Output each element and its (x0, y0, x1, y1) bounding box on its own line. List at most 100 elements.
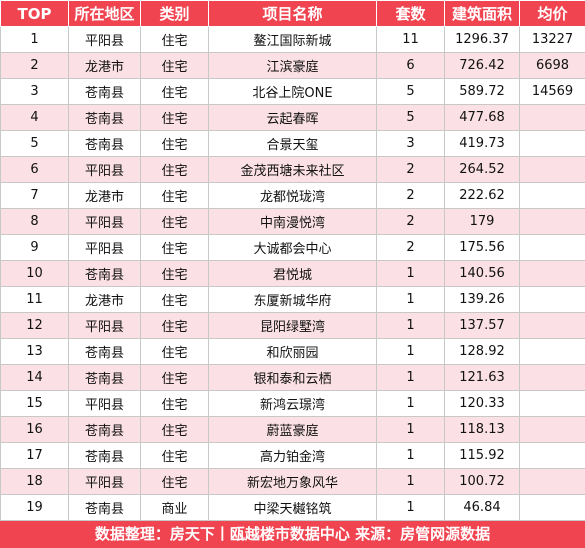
cell-average-price (519, 338, 585, 365)
table-row: 9 平阳县 住宅 大诚都会中心 2 175.56 (0, 234, 585, 261)
header-project: 项目名称 (208, 0, 377, 27)
table-row: 12 平阳县 住宅 昆阳绿墅湾 1 137.57 (0, 312, 585, 339)
header-top: TOP (0, 0, 69, 27)
cell-average-price (519, 390, 585, 417)
cell-region: 平阳县 (68, 390, 141, 417)
cell-project-name: 蔚蓝豪庭 (208, 416, 377, 443)
cell-type: 住宅 (140, 130, 209, 157)
cell-units: 1 (376, 442, 445, 469)
cell-rank: 11 (0, 286, 69, 313)
table-row: 3 苍南县 住宅 北谷上院ONE 5 589.72 14569 (0, 78, 585, 105)
cell-type: 住宅 (140, 442, 209, 469)
cell-floor-area: 477.68 (444, 104, 520, 131)
cell-units: 1 (376, 416, 445, 443)
cell-floor-area: 115.92 (444, 442, 520, 469)
cell-region: 苍南县 (68, 260, 141, 287)
cell-floor-area: 121.63 (444, 364, 520, 391)
cell-units: 2 (376, 156, 445, 183)
cell-type: 住宅 (140, 286, 209, 313)
cell-floor-area: 222.62 (444, 182, 520, 209)
cell-region: 苍南县 (68, 442, 141, 469)
cell-floor-area: 179 (444, 208, 520, 235)
cell-region: 龙港市 (68, 182, 141, 209)
cell-type: 住宅 (140, 260, 209, 287)
cell-project-name: 高力铂金湾 (208, 442, 377, 469)
cell-units: 1 (376, 364, 445, 391)
cell-project-name: 合景天玺 (208, 130, 377, 157)
cell-type: 住宅 (140, 312, 209, 339)
cell-project-name: 金茂西塘未来社区 (208, 156, 377, 183)
cell-floor-area: 140.56 (444, 260, 520, 287)
table-row: 5 苍南县 住宅 合景天玺 3 419.73 (0, 130, 585, 157)
cell-rank: 12 (0, 312, 69, 339)
cell-floor-area: 118.13 (444, 416, 520, 443)
cell-units: 1 (376, 390, 445, 417)
cell-region: 平阳县 (68, 156, 141, 183)
cell-project-name: 君悦城 (208, 260, 377, 287)
table-row: 4 苍南县 住宅 云起春晖 5 477.68 (0, 104, 585, 131)
cell-type: 住宅 (140, 26, 209, 53)
cell-region: 平阳县 (68, 468, 141, 495)
cell-floor-area: 139.26 (444, 286, 520, 313)
header-type: 类别 (140, 0, 209, 27)
cell-rank: 7 (0, 182, 69, 209)
cell-region: 苍南县 (68, 104, 141, 131)
cell-average-price (519, 130, 585, 157)
cell-floor-area: 100.72 (444, 468, 520, 495)
cell-units: 5 (376, 78, 445, 105)
cell-floor-area: 46.84 (444, 494, 520, 521)
cell-type: 商业 (140, 494, 209, 521)
cell-rank: 1 (0, 26, 69, 53)
cell-rank: 3 (0, 78, 69, 105)
cell-region: 苍南县 (68, 78, 141, 105)
cell-units: 2 (376, 182, 445, 209)
cell-units: 1 (376, 260, 445, 287)
cell-units: 1 (376, 312, 445, 339)
cell-type: 住宅 (140, 52, 209, 79)
cell-average-price (519, 286, 585, 313)
cell-type: 住宅 (140, 234, 209, 261)
cell-rank: 18 (0, 468, 69, 495)
cell-rank: 15 (0, 390, 69, 417)
table-row: 7 龙港市 住宅 龙都悦珑湾 2 222.62 (0, 182, 585, 209)
cell-type: 住宅 (140, 338, 209, 365)
cell-region: 平阳县 (68, 234, 141, 261)
cell-average-price (519, 468, 585, 495)
sales-ranking-table: TOP 所在地区 类别 项目名称 套数 建筑面积 均价 1 平阳县 住宅 鳌江国际新城… (0, 0, 585, 521)
cell-type: 住宅 (140, 364, 209, 391)
cell-average-price (519, 364, 585, 391)
cell-average-price (519, 494, 585, 521)
cell-type: 住宅 (140, 78, 209, 105)
cell-floor-area: 120.33 (444, 390, 520, 417)
cell-floor-area: 1296.37 (444, 26, 520, 53)
cell-rank: 10 (0, 260, 69, 287)
table-row: 2 龙港市 住宅 江滨豪庭 6 726.42 6698 (0, 52, 585, 79)
cell-floor-area: 137.57 (444, 312, 520, 339)
cell-project-name: 东厦新城华府 (208, 286, 377, 313)
cell-region: 平阳县 (68, 208, 141, 235)
cell-average-price (519, 442, 585, 469)
cell-region: 苍南县 (68, 130, 141, 157)
cell-average-price: 13227 (519, 26, 585, 53)
cell-units: 1 (376, 494, 445, 521)
data-source-footer: 数据整理：房天下丨瓯越楼市数据中心 来源：房管网源数据 (0, 521, 585, 548)
cell-rank: 13 (0, 338, 69, 365)
cell-floor-area: 128.92 (444, 338, 520, 365)
header-row: TOP 所在地区 类别 项目名称 套数 建筑面积 均价 (0, 0, 585, 27)
cell-project-name: 龙都悦珑湾 (208, 182, 377, 209)
cell-floor-area: 726.42 (444, 52, 520, 79)
cell-average-price (519, 156, 585, 183)
cell-average-price (519, 416, 585, 443)
cell-project-name: 中南漫悦湾 (208, 208, 377, 235)
table-row: 11 龙港市 住宅 东厦新城华府 1 139.26 (0, 286, 585, 313)
table-row: 8 平阳县 住宅 中南漫悦湾 2 179 (0, 208, 585, 235)
cell-units: 1 (376, 286, 445, 313)
cell-floor-area: 175.56 (444, 234, 520, 261)
cell-type: 住宅 (140, 208, 209, 235)
cell-type: 住宅 (140, 468, 209, 495)
cell-project-name: 昆阳绿墅湾 (208, 312, 377, 339)
cell-average-price (519, 208, 585, 235)
cell-units: 5 (376, 104, 445, 131)
cell-average-price (519, 260, 585, 287)
cell-rank: 8 (0, 208, 69, 235)
